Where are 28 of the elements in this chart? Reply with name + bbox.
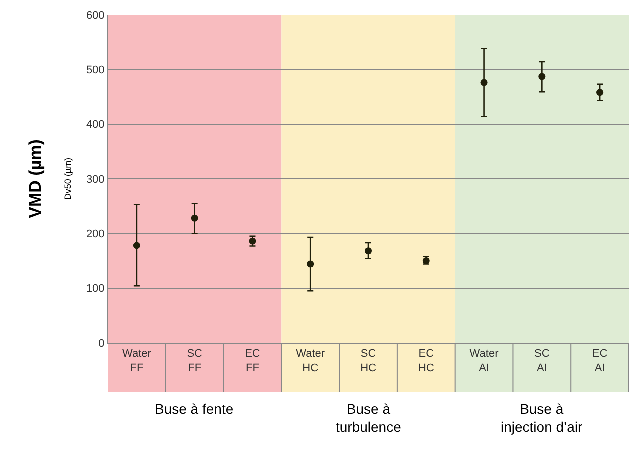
x-tick-label: EC FF xyxy=(245,348,260,374)
y-tick-label: 200 xyxy=(86,228,105,241)
x-tick-label: Water AI xyxy=(470,348,500,374)
point xyxy=(191,214,198,222)
point xyxy=(596,89,604,96)
x-tick-label: Water FF xyxy=(122,348,152,374)
band-label: Buse à fente xyxy=(155,401,234,417)
x-tick-label: EC AI xyxy=(592,348,608,374)
point xyxy=(307,260,314,268)
x-tick-label: SC FF xyxy=(187,348,203,374)
band-label: Buse à turbulence xyxy=(336,401,402,436)
y-tick-label: 400 xyxy=(86,119,105,132)
y-tick-label: 300 xyxy=(86,174,105,186)
x-tick-label: EC HC xyxy=(418,348,434,374)
y-tick-label: 500 xyxy=(86,64,105,77)
y-tick-label: 0 xyxy=(98,338,105,350)
x-tick-label: Water HC xyxy=(296,348,326,374)
y-axis-title: VMD (µm) xyxy=(26,140,45,218)
y-tick-label: 100 xyxy=(86,283,105,296)
x-tick-label: SC AI xyxy=(534,348,550,374)
x-tick-label: SC HC xyxy=(360,348,376,374)
point xyxy=(538,73,546,80)
point xyxy=(480,79,488,86)
band-label: Buse à injection d’air xyxy=(501,401,584,436)
point xyxy=(365,248,372,255)
point xyxy=(133,242,140,250)
y-tick-label: 600 xyxy=(86,10,105,22)
text: Dv50 (µm) xyxy=(63,158,74,200)
